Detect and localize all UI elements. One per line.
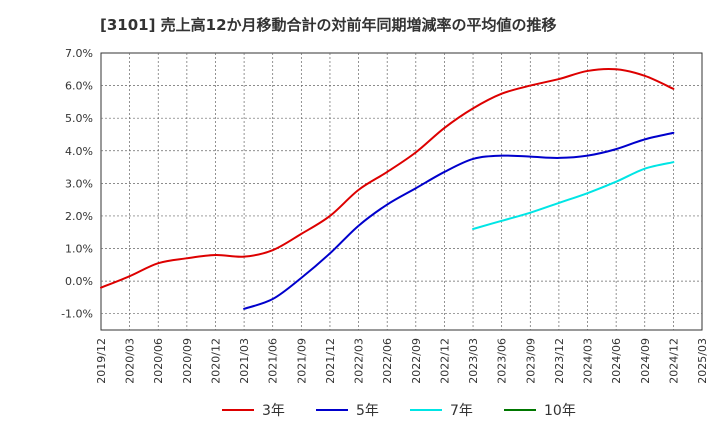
plot-area [100,52,703,331]
series-line-1 [243,131,675,310]
x-tick-label: 2024/06 [610,338,623,384]
x-tick-label: 2023/12 [553,338,566,384]
x-tick-label: 2022/06 [381,338,394,384]
series-line-0 [100,67,675,289]
legend-swatch-3y [222,409,254,411]
chart-title: [3101] 売上高12か月移動合計の対前年同期増減率の平均値の推移 [100,16,557,34]
legend-item-3y: 3年 [222,400,285,420]
series-line-2 [472,161,675,230]
x-tick-label: 2021/03 [238,338,251,384]
x-tick-label: 2021/09 [295,338,308,384]
x-tick-label: 2022/03 [353,338,366,384]
y-tick-label: 1.0% [65,243,93,256]
x-tick-label: 2024/03 [582,338,595,384]
legend-label-3y: 3年 [262,403,285,419]
x-tick-label: 2023/09 [524,338,537,384]
x-tick-label: 2020/06 [152,338,165,384]
x-tick-label: 2019/12 [95,338,108,384]
x-tick-label: 2021/12 [324,338,337,384]
x-tick-label: 2023/03 [467,338,480,384]
x-tick-label: 2020/12 [209,338,222,384]
x-tick-label: 2020/03 [124,338,137,384]
y-tick-label: 5.0% [65,112,93,125]
legend-item-7y: 7年 [410,400,473,420]
legend-item-10y: 10年 [504,400,576,420]
x-tick-label: 2020/09 [181,338,194,384]
y-tick-label: 4.0% [65,145,93,158]
x-tick-label: 2021/06 [267,338,280,384]
y-tick-label: 6.0% [65,80,93,93]
y-tick-label: 3.0% [65,177,93,190]
x-tick-label: 2022/09 [410,338,423,384]
legend-swatch-5y [316,409,348,411]
legend-swatch-7y [410,409,442,411]
y-tick-label: 7.0% [65,47,93,60]
x-tick-label: 2023/06 [496,338,509,384]
x-tick-label: 2024/09 [639,338,652,384]
legend-swatch-10y [504,409,536,411]
x-tick-label: 2025/03 [696,338,709,384]
x-tick-label: 2024/12 [667,338,680,384]
legend-label-5y: 5年 [356,403,379,419]
y-tick-label: -1.0% [61,308,93,321]
y-tick-label: 2.0% [65,210,93,223]
legend-label-10y: 10年 [544,403,576,419]
x-tick-label: 2022/12 [438,338,451,384]
legend-item-5y: 5年 [316,400,379,420]
y-tick-label: 0.0% [65,275,93,288]
legend-label-7y: 7年 [450,403,473,419]
